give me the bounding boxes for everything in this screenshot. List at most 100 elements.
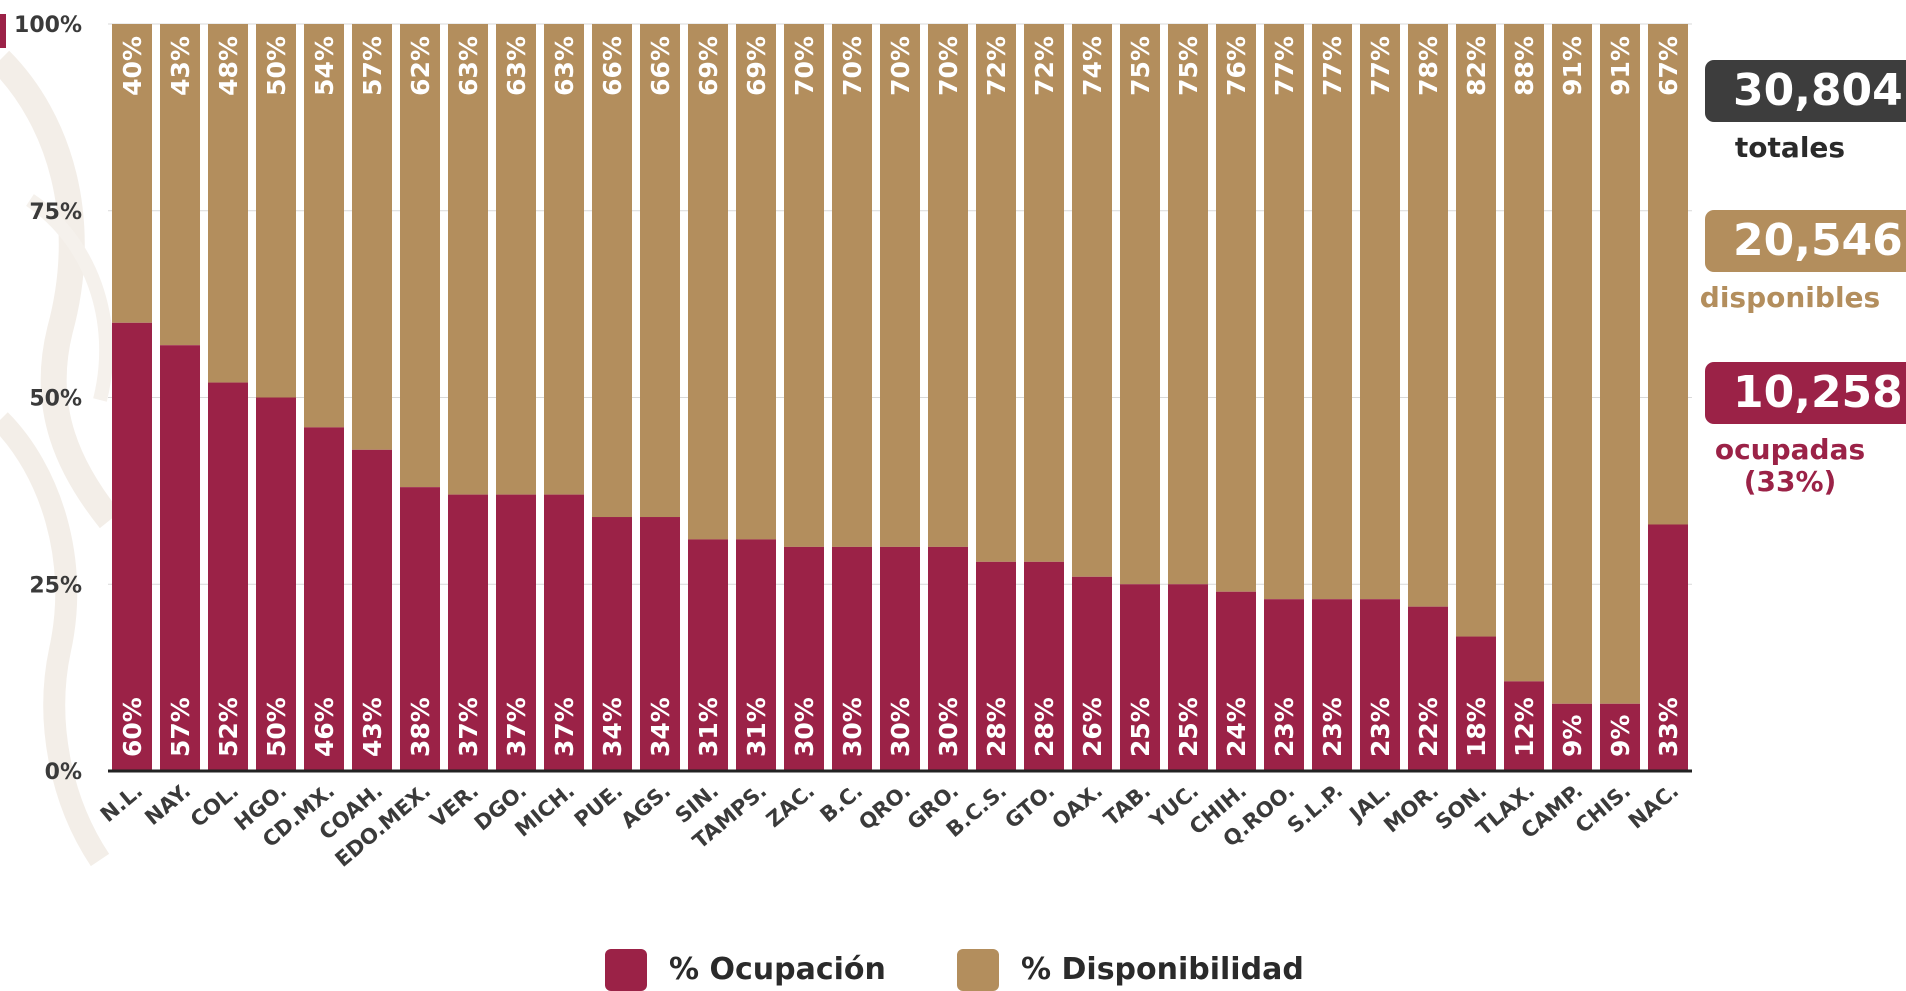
bar-ocupacion: [640, 517, 680, 771]
bar-disponibilidad: [1648, 24, 1688, 525]
bar-disponibilidad: [1552, 24, 1592, 704]
x-category-label: OAX.: [1048, 778, 1108, 833]
bar-ocupacion: [592, 517, 632, 771]
bar-label-disponibilidad: 91%: [1558, 36, 1587, 96]
y-tick-label: 0%: [45, 760, 82, 785]
bar-label-ocupacion: 52%: [214, 697, 243, 757]
bar-disponibilidad: [1120, 24, 1160, 585]
bar-label-ocupacion: 30%: [838, 697, 867, 757]
bar-label-disponibilidad: 72%: [1030, 36, 1059, 96]
bar-ocupacion: [304, 427, 344, 771]
disponibles-caption: disponibles: [1699, 281, 1881, 314]
bar-label-ocupacion: 43%: [358, 697, 387, 757]
x-category-label: TAB.: [1099, 778, 1155, 830]
bar-label-ocupacion: 60%: [118, 697, 147, 757]
bar-disponibilidad: [1168, 24, 1208, 585]
bar-label-disponibilidad: 70%: [886, 36, 915, 96]
bar-label-disponibilidad: 91%: [1606, 36, 1635, 96]
bar-ocupacion: [496, 494, 536, 771]
bar-disponibilidad: [160, 24, 200, 346]
bar-label-disponibilidad: 66%: [646, 36, 675, 96]
x-category-label: NAC.: [1624, 778, 1683, 833]
bar-label-disponibilidad: 76%: [1222, 36, 1251, 96]
bar-label-ocupacion: 25%: [1126, 697, 1155, 757]
bar-disponibilidad: [256, 24, 296, 398]
bar-ocupacion: [1120, 584, 1160, 771]
summary-ocupadas: 10,258 ocupadas (33%): [1705, 362, 1906, 498]
bar-ocupacion: [736, 539, 776, 771]
bar-label-ocupacion: 26%: [1078, 697, 1107, 757]
bar-label-ocupacion: 24%: [1222, 697, 1251, 757]
bar-ocupacion: [1264, 599, 1304, 771]
bar-ocupacion: [208, 382, 248, 771]
bar-label-ocupacion: 28%: [982, 697, 1011, 757]
bar-label-ocupacion: 25%: [1174, 697, 1203, 757]
bar-ocupacion: [1456, 636, 1496, 771]
y-tick-label: 100%: [14, 13, 82, 38]
legend-swatch-ocupacion: [605, 949, 647, 991]
bar-label-ocupacion: 30%: [886, 697, 915, 757]
bar-disponibilidad: [928, 24, 968, 547]
x-category-label: S.L.P.: [1283, 778, 1347, 838]
summary-disponibles: 20,546 disponibles: [1700, 210, 1906, 314]
totales-badge: 30,804: [1705, 60, 1906, 122]
bar-disponibilidad: [1456, 24, 1496, 637]
bar-label-ocupacion: 23%: [1270, 697, 1299, 757]
bar-label-ocupacion: 31%: [694, 697, 723, 757]
bar-ocupacion: [400, 487, 440, 771]
bar-label-ocupacion: 12%: [1510, 697, 1539, 757]
x-category-label: CHIS.: [1571, 778, 1635, 837]
bar-disponibilidad: [736, 24, 776, 540]
bar-label-ocupacion: 33%: [1654, 697, 1683, 757]
x-category-label: PUE.: [570, 778, 627, 832]
bar-label-disponibilidad: 69%: [742, 36, 771, 96]
bar-disponibilidad: [784, 24, 824, 547]
bar-label-disponibilidad: 67%: [1654, 36, 1683, 96]
bar-ocupacion: [928, 546, 968, 771]
y-tick-label: 25%: [29, 573, 82, 598]
bar-label-ocupacion: 34%: [598, 697, 627, 757]
bar-label-disponibilidad: 69%: [694, 36, 723, 96]
bar-disponibilidad: [1600, 24, 1640, 704]
bar-label-disponibilidad: 43%: [166, 36, 195, 96]
x-category-label: MOR.: [1379, 778, 1443, 837]
legend-swatch-disponibilidad: [957, 949, 999, 991]
bar-label-ocupacion: 28%: [1030, 697, 1059, 757]
bar-label-disponibilidad: 62%: [406, 36, 435, 96]
y-axis-ticks: 0% 25% 50% 75% 100%: [14, 13, 82, 785]
bar-ocupacion: [112, 322, 152, 771]
bar-label-ocupacion: 31%: [742, 697, 771, 757]
x-category-label: AGS.: [616, 778, 675, 833]
accent-mark: [0, 14, 6, 48]
bar-label-ocupacion: 23%: [1318, 697, 1347, 757]
bar-label-ocupacion: 57%: [166, 697, 195, 757]
bar-label-ocupacion: 9%: [1606, 715, 1635, 757]
bar-disponibilidad: [400, 24, 440, 488]
bar-disponibilidad: [832, 24, 872, 547]
ocupadas-caption-line1: ocupadas: [1714, 433, 1866, 466]
x-category-label: NAY.: [140, 778, 195, 830]
ocupadas-badge: 10,258: [1705, 362, 1906, 424]
bar-disponibilidad: [1024, 24, 1064, 562]
bar-label-disponibilidad: 40%: [118, 36, 147, 96]
bar-ocupacion: [1216, 591, 1256, 771]
bar-disponibilidad: [640, 24, 680, 518]
bar-label-ocupacion: 50%: [262, 697, 291, 757]
x-category-label: N.L.: [96, 778, 147, 827]
bar-disponibilidad: [976, 24, 1016, 562]
bar-label-disponibilidad: 77%: [1366, 36, 1395, 96]
bar-label-disponibilidad: 48%: [214, 36, 243, 96]
bar-disponibilidad: [880, 24, 920, 547]
x-axis-categories: N.L.NAY.COL.HGO.CD.MX.COAH.EDO.MEX.VER.D…: [96, 778, 1683, 871]
bar-label-ocupacion: 9%: [1558, 715, 1587, 757]
bar-ocupacion: [448, 494, 488, 771]
bar-label-ocupacion: 38%: [406, 697, 435, 757]
bar-disponibilidad: [1360, 24, 1400, 600]
bar-label-ocupacion: 22%: [1414, 697, 1443, 757]
bar-label-disponibilidad: 70%: [934, 36, 963, 96]
bar-label-disponibilidad: 78%: [1414, 36, 1443, 96]
legend-label-ocupacion: % Ocupación: [669, 952, 886, 987]
bar-label-disponibilidad: 82%: [1462, 36, 1491, 96]
